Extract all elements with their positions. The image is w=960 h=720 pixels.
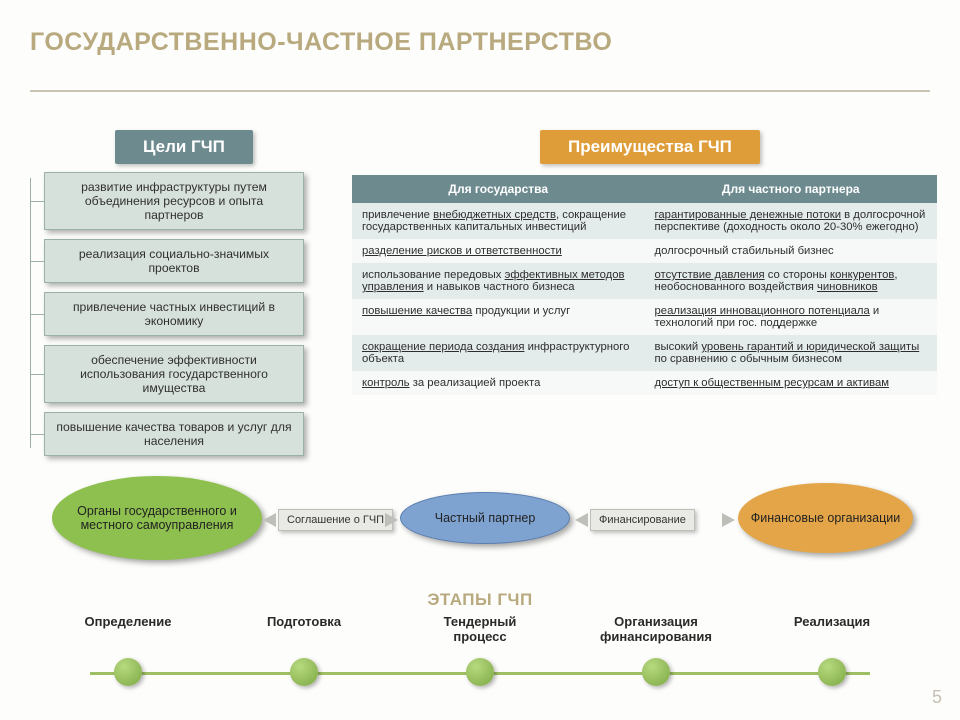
- stages-dots: [40, 658, 920, 686]
- table-cell: контроль за реализацией проекта: [352, 371, 645, 395]
- stage-dot: [642, 658, 670, 686]
- arrow-right-icon: [722, 513, 735, 527]
- stage-label: Реализация: [750, 614, 915, 644]
- page-title: ГОСУДАРСТВЕННО-ЧАСТНОЕ ПАРТНЕРСТВО: [30, 28, 612, 57]
- flow-node-government: Органы государственного и местного самоу…: [52, 476, 262, 560]
- table-cell: долгосрочный стабильный бизнес: [645, 239, 938, 263]
- flow-node-partner: Частный партнер: [400, 492, 570, 544]
- arrow-left-icon: [263, 513, 276, 527]
- table-cell: отсутствие давления со стороны конкурент…: [645, 263, 938, 299]
- table-cell: использование передовых эффективных мето…: [352, 263, 645, 299]
- arrow-right-icon: [385, 513, 398, 527]
- goals-header-text: Цели ГЧП: [143, 137, 225, 156]
- table-row: привлечение внебюджетных средств, сокращ…: [352, 203, 937, 239]
- flow-node-finance: Финансовые организации: [738, 483, 913, 553]
- page-number: 5: [932, 687, 942, 708]
- stage-dot: [114, 658, 142, 686]
- table-cell: разделение рисков и ответственности: [352, 239, 645, 263]
- stage-dot: [290, 658, 318, 686]
- table-row: повышение качества продукции и услугреал…: [352, 299, 937, 335]
- goal-item: привлечение частных инвестиций в экономи…: [44, 292, 304, 336]
- stages-labels: Определение Подготовка Тендерныйпроцесс Орг…: [40, 614, 920, 644]
- table-cell: реализация инновационного потенциала и т…: [645, 299, 938, 335]
- advantages-header-text: Преимущества ГЧП: [568, 137, 732, 156]
- goal-item: развитие инфраструктуры путем объединени…: [44, 172, 304, 230]
- table-cell: доступ к общественным ресурсам и активам: [645, 371, 938, 395]
- stage-label: Тендерныйпроцесс: [398, 614, 563, 644]
- table-cell: высокий уровень гарантий и юридической з…: [645, 335, 938, 371]
- table-row: контроль за реализацией проектадоступ к …: [352, 371, 937, 395]
- flow-diagram: Органы государственного и местного самоу…: [0, 476, 960, 576]
- table-header-state: Для государства: [352, 175, 645, 203]
- stage-dot: [466, 658, 494, 686]
- arrow-left-icon: [575, 513, 588, 527]
- goals-connector-line: [30, 178, 31, 448]
- table-cell: сокращение периода создания инфраструкту…: [352, 335, 645, 371]
- advantages-header: Преимущества ГЧП: [540, 130, 760, 164]
- advantages-table: Для государства Для частного партнера пр…: [352, 175, 937, 395]
- table-cell: привлечение внебюджетных средств, сокращ…: [352, 203, 645, 239]
- table-row: разделение рисков и ответственностидолго…: [352, 239, 937, 263]
- stage-label: Определение: [46, 614, 211, 644]
- stage-dot: [818, 658, 846, 686]
- table-row: сокращение периода создания инфраструкту…: [352, 335, 937, 371]
- goals-list: развитие инфраструктуры путем объединени…: [44, 172, 304, 465]
- stage-label: Подготовка: [222, 614, 387, 644]
- flow-node-partner-label: Частный партнер: [435, 511, 536, 525]
- goal-item: реализация социально-значимых проектов: [44, 239, 304, 283]
- table-cell: повышение качества продукции и услуг: [352, 299, 645, 335]
- flow-node-government-label: Органы государственного и местного самоу…: [52, 504, 262, 532]
- stages-title: ЭТАПЫ ГЧП: [0, 590, 960, 610]
- divider: [30, 90, 930, 92]
- goals-header: Цели ГЧП: [115, 130, 253, 164]
- table-row: использование передовых эффективных мето…: [352, 263, 937, 299]
- table-header-partner: Для частного партнера: [645, 175, 938, 203]
- goal-item: обеспечение эффективности использования …: [44, 345, 304, 403]
- goal-item: повышение качества товаров и услуг для н…: [44, 412, 304, 456]
- flow-connector-financing: Финансирование: [590, 509, 695, 531]
- flow-node-finance-label: Финансовые организации: [751, 511, 900, 525]
- stage-label: Организацияфинансирования: [574, 614, 739, 644]
- flow-connector-agreement: Соглашение о ГЧП: [278, 509, 393, 531]
- table-cell: гарантированные денежные потоки в долгос…: [645, 203, 938, 239]
